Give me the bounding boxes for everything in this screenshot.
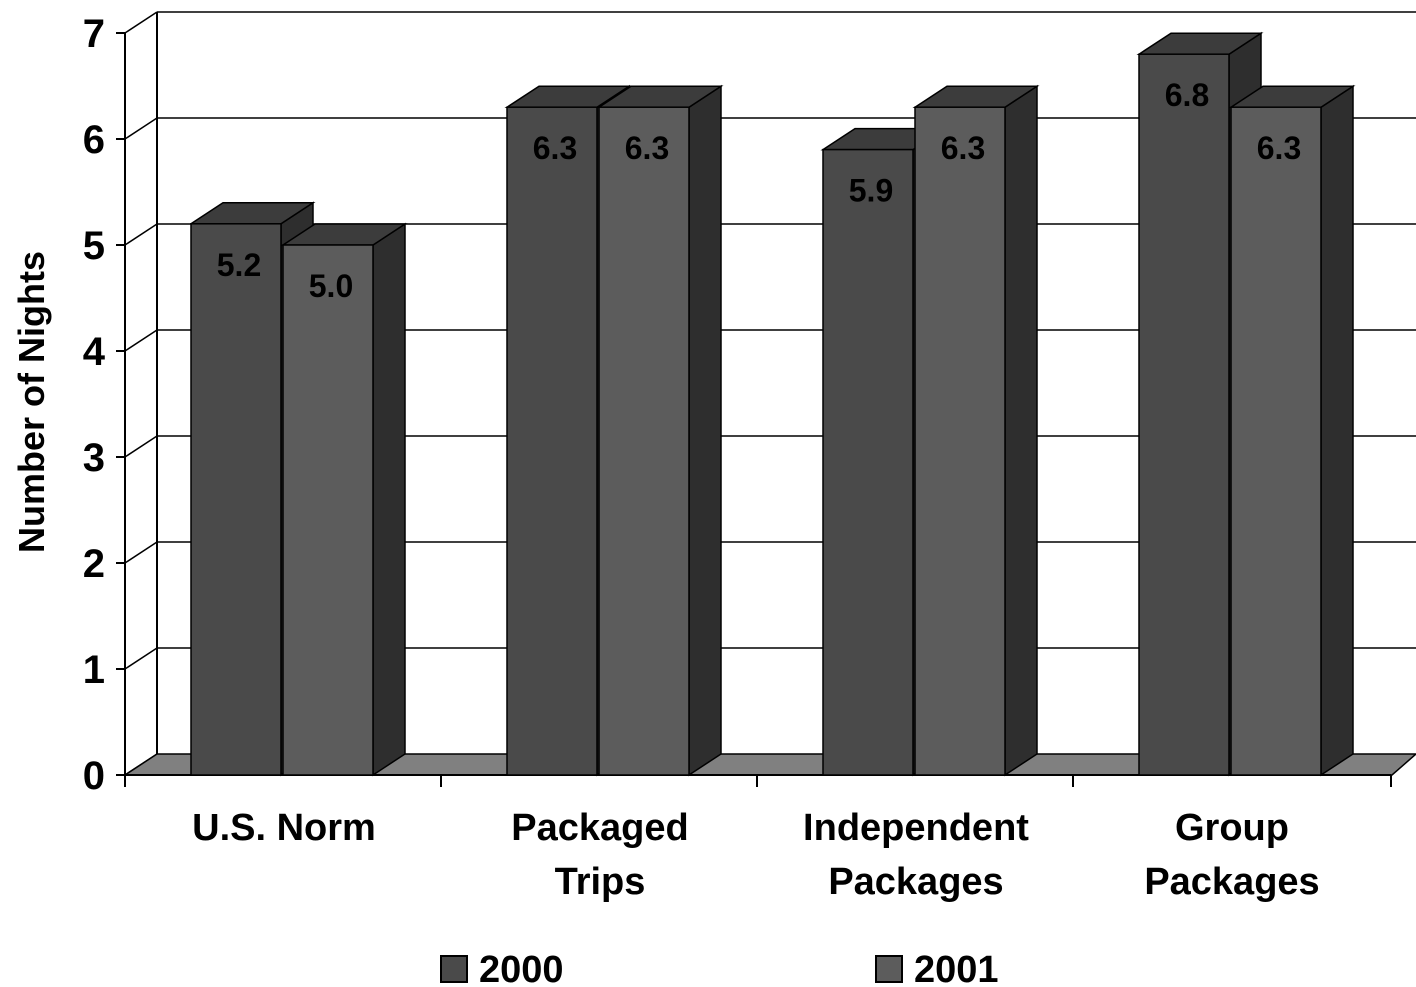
x-tick-label: U.S. Norm <box>192 807 376 849</box>
legend-item-2001: 2001 <box>875 949 999 987</box>
x-tick-label: Trips <box>555 861 646 903</box>
legend-item-2000: 2000 <box>440 949 564 987</box>
data-label: 5.2 <box>217 247 261 283</box>
bar-front <box>506 106 598 776</box>
bar-front <box>1138 53 1230 776</box>
data-label: 6.3 <box>1257 130 1301 166</box>
bar-front <box>598 106 690 776</box>
bar-2001-2 <box>912 84 1040 777</box>
side-gridline <box>124 541 158 564</box>
y-tick-label: 4 <box>83 330 106 374</box>
data-label: 5.9 <box>849 173 893 209</box>
data-label: 6.3 <box>533 130 577 166</box>
category-labels: U.S. Norm Packaged Trips Independent Package… <box>192 807 1320 903</box>
bar-2001-1 <box>596 84 724 777</box>
y-tick-label: 2 <box>83 542 105 586</box>
side-gridline <box>124 647 158 670</box>
x-tick-label: Group <box>1175 807 1289 849</box>
y-axis-title: Number of Nights <box>11 251 52 553</box>
y-tick-label: 6 <box>83 118 105 162</box>
bar-front <box>190 223 282 776</box>
x-tick-label: Independent <box>803 807 1029 849</box>
legend: 2000 2001 <box>440 949 999 987</box>
y-tick-label: 7 <box>83 12 105 56</box>
side-gridline <box>124 329 158 352</box>
legend-label: 2000 <box>479 949 564 987</box>
bar-front <box>1230 106 1322 776</box>
data-label: 5.0 <box>309 268 353 304</box>
bar-side <box>372 222 406 777</box>
bar-front <box>914 106 1006 776</box>
bars <box>188 31 1356 777</box>
x-tick-label: Packages <box>1144 861 1319 903</box>
legend-swatch <box>875 955 903 983</box>
side-gridline <box>124 435 158 458</box>
data-labels: 5.2 5.0 6.3 6.3 5.9 6.3 6.8 6.3 <box>217 77 1301 304</box>
bar-2001-3 <box>1228 84 1356 777</box>
y-tick-label: 0 <box>83 754 105 798</box>
bar-side <box>1004 84 1038 777</box>
x-tick-label: Packages <box>828 861 1003 903</box>
legend-swatch <box>440 955 468 983</box>
data-label: 6.3 <box>625 130 669 166</box>
bar-side <box>688 84 722 777</box>
legend-label: 2001 <box>914 949 999 987</box>
y-tick-label: 3 <box>83 436 105 480</box>
bar-front <box>822 148 914 776</box>
side-gridline <box>124 117 158 140</box>
bar-side <box>1320 84 1354 777</box>
bar-2001-0 <box>280 222 408 777</box>
bar-front <box>282 244 374 776</box>
y-tick-label: 5 <box>83 224 105 268</box>
data-label: 6.8 <box>1165 77 1209 113</box>
side-gridline <box>124 223 158 246</box>
data-label: 6.3 <box>941 130 985 166</box>
y-tick-label: 1 <box>83 648 105 692</box>
x-tick-label: Packaged <box>511 807 688 849</box>
side-gridline <box>124 11 158 34</box>
